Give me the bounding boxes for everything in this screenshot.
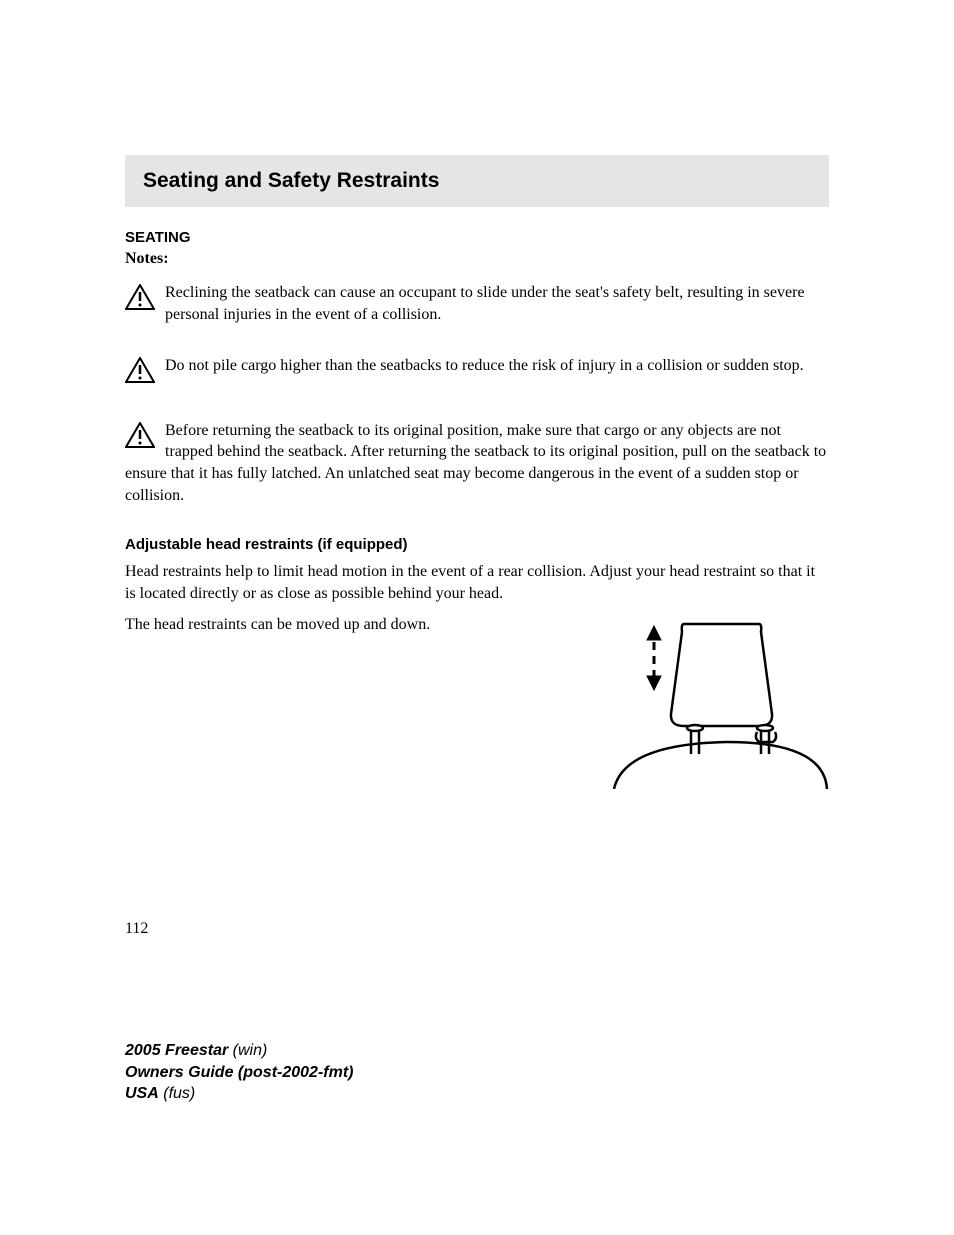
subsection-intro: Head restraints help to limit head motio… [125,561,829,604]
footer-line-2: Owners Guide (post-2002-fmt) [125,1062,353,1084]
footer-line-1: 2005 Freestar (win) [125,1040,353,1062]
footer-code-1: (win) [233,1042,268,1059]
footer-block: 2005 Freestar (win) Owners Guide (post-2… [125,1040,353,1105]
footer-model: 2005 Freestar [125,1042,228,1059]
page-number: 112 [125,920,148,938]
warning-block-3: Before returning the seatback to its ori… [125,420,829,506]
seating-heading: SEATING [125,229,829,246]
warning-triangle-icon [125,357,155,390]
warning-triangle-icon [125,422,155,455]
warning-triangle-icon [125,284,155,317]
warning-text: Reclining the seatback can cause an occu… [165,284,805,323]
section-header-band: Seating and Safety Restraints [125,155,829,207]
footer-region: USA [125,1085,159,1102]
warning-text: Do not pile cargo higher than the seatba… [165,357,804,374]
headrest-illustration [609,614,829,794]
footer-code-2: (fus) [163,1085,195,1102]
footer-line-3: USA (fus) [125,1083,353,1105]
footer-guide: Owners Guide (post-2002-fmt) [125,1064,353,1081]
notes-label: Notes: [125,250,829,268]
warning-text: Before returning the seatback to its ori… [125,422,826,504]
subsection-heading: Adjustable head restraints (if equipped) [125,536,829,553]
headrest-moved-text: The head restraints can be moved up and … [125,614,589,636]
warning-block-2: Do not pile cargo higher than the seatba… [125,355,829,390]
warning-block-1: Reclining the seatback can cause an occu… [125,282,829,325]
headrest-section: The head restraints can be moved up and … [125,614,829,794]
section-title: Seating and Safety Restraints [143,169,811,193]
